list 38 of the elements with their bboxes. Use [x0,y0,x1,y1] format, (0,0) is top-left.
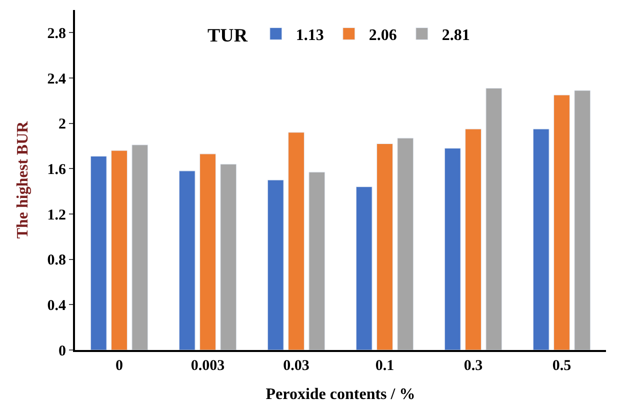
bar [111,150,128,350]
bar [200,154,216,350]
legend-title: TUR [208,26,248,46]
bar [308,172,326,350]
legend-label: 2.81 [442,26,470,44]
y-tick-label: 0.4 [47,298,66,314]
bar [465,128,482,350]
bar [574,90,591,350]
x-tick-label: 0.003 [190,358,225,374]
bar [532,128,550,350]
bar [376,143,393,350]
x-tick-label: 0.03 [283,358,310,374]
y-tick-label: 0 [58,343,66,360]
y-tick-label: 1.6 [47,162,66,178]
x-axis-title: Peroxide contents / % [266,386,416,404]
bar [178,170,196,350]
y-axis-title: The highest BUR [14,120,32,239]
y-tick-label: 1.2 [47,207,66,224]
bar [288,132,304,350]
bar [132,144,148,350]
x-tick-label: 0.1 [375,358,394,374]
bar [90,156,107,350]
x-tick-label: 0.5 [552,358,572,374]
bar [397,138,414,350]
y-tick-label: 2.4 [47,71,66,88]
x-tick-label: 0 [116,358,123,374]
legend-label: 1.13 [296,26,324,44]
y-tick-label: 2.8 [47,26,66,42]
bar [220,164,237,350]
bar [554,94,570,350]
bar [486,88,502,350]
y-tick-label: 0.8 [47,252,66,269]
y-tick-label: 2 [58,116,66,133]
legend-label: 2.06 [368,26,397,44]
bar [444,148,461,350]
bar [267,180,284,350]
bar [356,186,372,350]
x-tick-label: 0.3 [464,358,483,374]
